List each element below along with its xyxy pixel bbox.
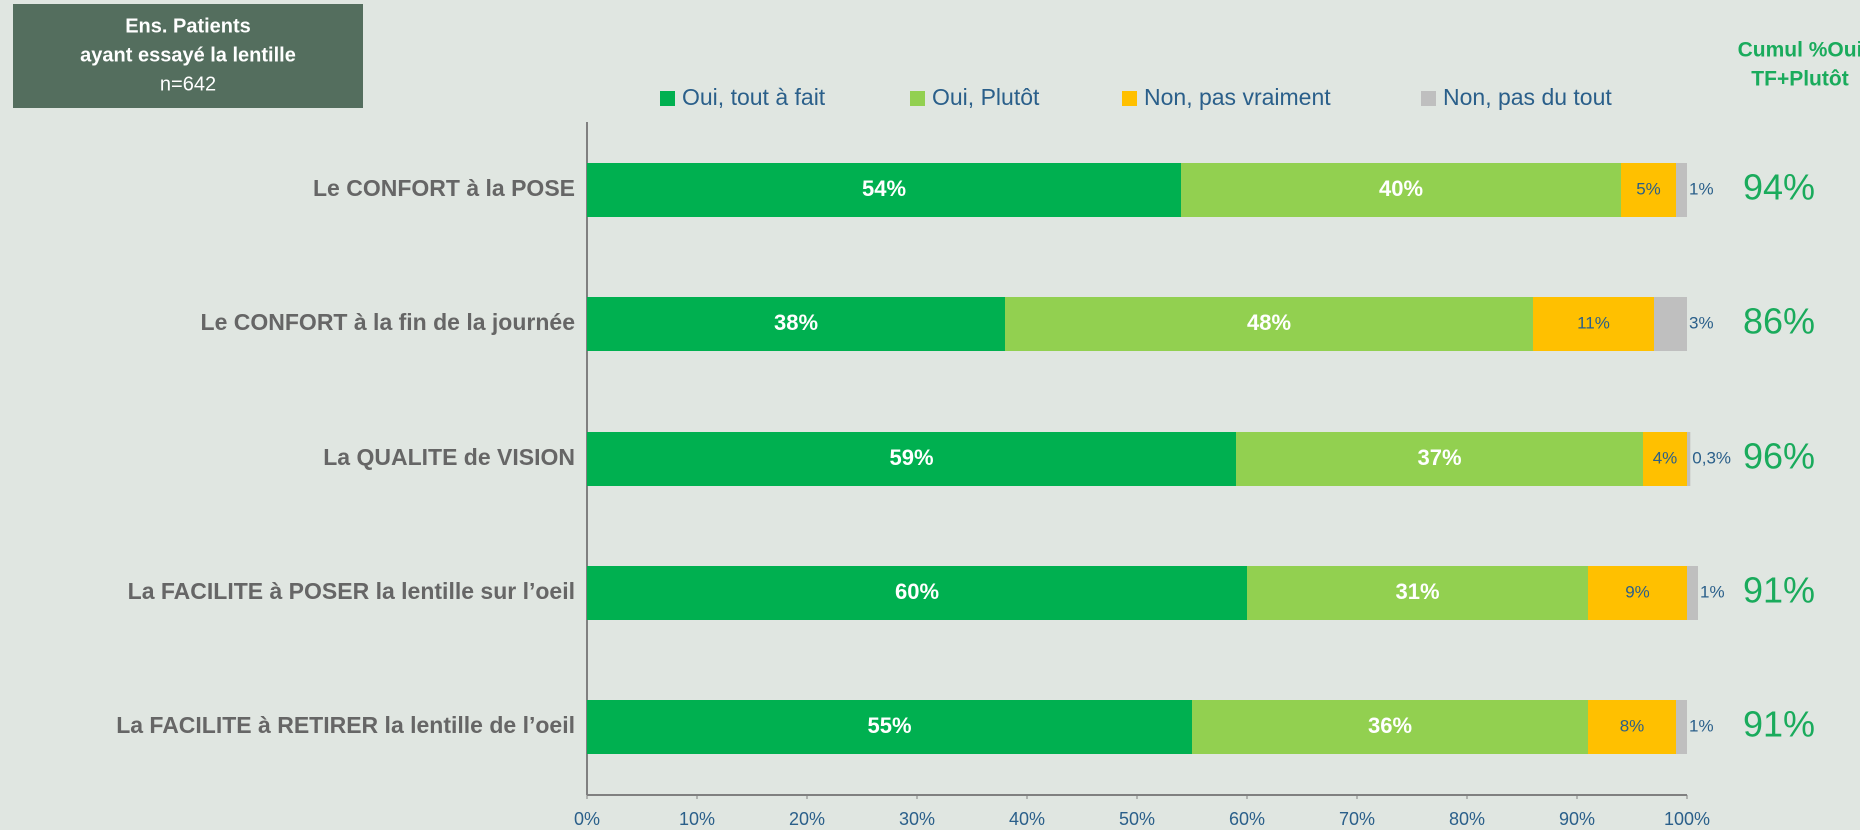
bar-segment bbox=[1687, 566, 1698, 620]
value-label: 54% bbox=[862, 176, 906, 201]
x-tick-label: 40% bbox=[1009, 809, 1045, 829]
header-box bbox=[13, 4, 363, 108]
legend-swatch bbox=[1122, 91, 1137, 106]
legend-label: Non, pas vraiment bbox=[1144, 84, 1331, 110]
category-label: La FACILITE à POSER la lentille sur l’oe… bbox=[128, 578, 575, 604]
x-tick-label: 0% bbox=[574, 809, 600, 829]
bar-segment bbox=[1236, 432, 1643, 486]
bar-segment bbox=[1676, 700, 1687, 754]
bar-segment bbox=[587, 297, 1005, 351]
bar-segment bbox=[1654, 297, 1687, 351]
bar-segment bbox=[1588, 700, 1676, 754]
legend-swatch bbox=[660, 91, 675, 106]
bar-segment bbox=[1247, 566, 1588, 620]
legend-label: Oui, Plutôt bbox=[932, 84, 1040, 110]
value-label: 5% bbox=[1636, 179, 1661, 198]
value-label: 37% bbox=[1417, 445, 1461, 470]
category-label: La FACILITE à RETIRER la lentille de l’o… bbox=[116, 712, 575, 738]
value-label: 31% bbox=[1395, 579, 1439, 604]
x-tick-label: 80% bbox=[1449, 809, 1485, 829]
bar-segment bbox=[587, 163, 1181, 217]
cumul-value: 91% bbox=[1743, 704, 1815, 745]
x-tick-label: 20% bbox=[789, 809, 825, 829]
x-tick-label: 60% bbox=[1229, 809, 1265, 829]
legend-label: Oui, tout à fait bbox=[682, 84, 826, 110]
bar-segment bbox=[1643, 432, 1687, 486]
cumul-value: 96% bbox=[1743, 436, 1815, 477]
x-tick-label: 50% bbox=[1119, 809, 1155, 829]
value-label: 36% bbox=[1368, 713, 1412, 738]
value-label: 1% bbox=[1689, 179, 1714, 198]
value-label: 8% bbox=[1620, 716, 1645, 735]
value-label: 38% bbox=[774, 310, 818, 335]
bar-segment bbox=[1533, 297, 1654, 351]
category-label: Le CONFORT à la fin de la journée bbox=[201, 309, 575, 335]
x-tick-label: 30% bbox=[899, 809, 935, 829]
bar-segment bbox=[587, 566, 1247, 620]
x-tick-label: 100% bbox=[1664, 809, 1710, 829]
value-label: 48% bbox=[1247, 310, 1291, 335]
value-label: 0,3% bbox=[1692, 448, 1731, 467]
cumul-value: 91% bbox=[1743, 570, 1815, 611]
legend-label: Non, pas du tout bbox=[1443, 84, 1612, 110]
value-label: 3% bbox=[1689, 313, 1714, 332]
legend-swatch bbox=[910, 91, 925, 106]
value-label: 9% bbox=[1625, 582, 1650, 601]
value-label: 60% bbox=[895, 579, 939, 604]
bar-segment bbox=[1687, 432, 1691, 486]
cumul-title: Cumul %Oui bbox=[1738, 39, 1860, 62]
category-label: La QUALITE de VISION bbox=[323, 444, 575, 470]
x-tick-label: 70% bbox=[1339, 809, 1375, 829]
value-label: 1% bbox=[1689, 716, 1714, 735]
value-label: 4% bbox=[1653, 448, 1678, 467]
cumul-value: 86% bbox=[1743, 301, 1815, 342]
x-tick-label: 10% bbox=[679, 809, 715, 829]
cumul-value: 94% bbox=[1743, 167, 1815, 208]
value-label: 55% bbox=[867, 713, 911, 738]
header-line: Ens. Patients bbox=[125, 15, 251, 37]
value-label: 11% bbox=[1577, 313, 1610, 332]
category-label: Le CONFORT à la POSE bbox=[313, 175, 575, 201]
bar-segment bbox=[1588, 566, 1687, 620]
bar-segment bbox=[1621, 163, 1676, 217]
bar-segment bbox=[587, 432, 1236, 486]
value-label: 40% bbox=[1379, 176, 1423, 201]
bar-segment bbox=[1181, 163, 1621, 217]
x-tick-label: 90% bbox=[1559, 809, 1595, 829]
header-line: n=642 bbox=[160, 73, 216, 95]
bar-segment bbox=[1676, 163, 1687, 217]
bar-segment bbox=[587, 700, 1192, 754]
bar-segment bbox=[1192, 700, 1588, 754]
cumul-title: TF+Plutôt bbox=[1751, 68, 1848, 91]
header-line: ayant essayé la lentille bbox=[80, 44, 296, 66]
bar-segment bbox=[1005, 297, 1533, 351]
value-label: 59% bbox=[889, 445, 933, 470]
legend-swatch bbox=[1421, 91, 1436, 106]
value-label: 1% bbox=[1700, 582, 1725, 601]
